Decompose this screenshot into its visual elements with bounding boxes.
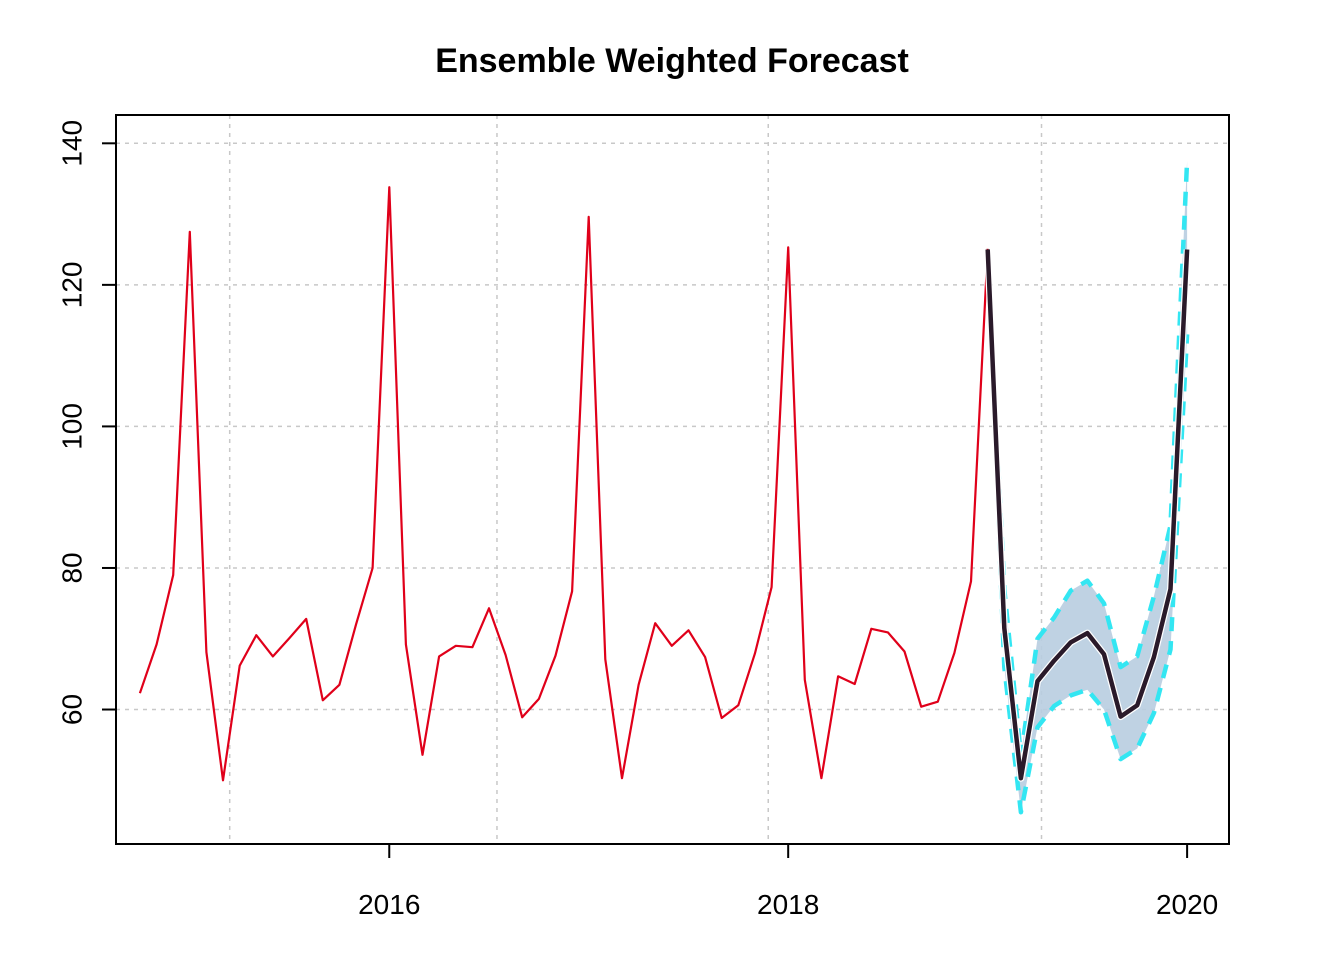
x-tick-label: 2018 [757, 889, 819, 920]
forecast-series-line [985, 249, 1190, 781]
y-tick-label: 140 [57, 120, 88, 167]
axes: 2016 2018 2020 60 80 100 120 140 [57, 120, 1219, 920]
y-tick-label: 60 [57, 694, 88, 725]
history-series-line [138, 186, 989, 782]
lower-bound-line [985, 249, 1190, 815]
grid [116, 115, 1229, 844]
confidence-band [987, 161, 1188, 813]
plot-frame [115, 114, 1230, 845]
chart-title: Ensemble Weighted Forecast [435, 42, 909, 80]
series-lines [138, 160, 1191, 815]
y-tick-label: 120 [57, 262, 88, 309]
y-tick-label: 100 [57, 403, 88, 450]
y-tick-label: 80 [57, 552, 88, 583]
x-tick-label: 2016 [358, 889, 420, 920]
confidence-band-area [987, 161, 1188, 813]
x-tick-label: 2020 [1156, 889, 1218, 920]
